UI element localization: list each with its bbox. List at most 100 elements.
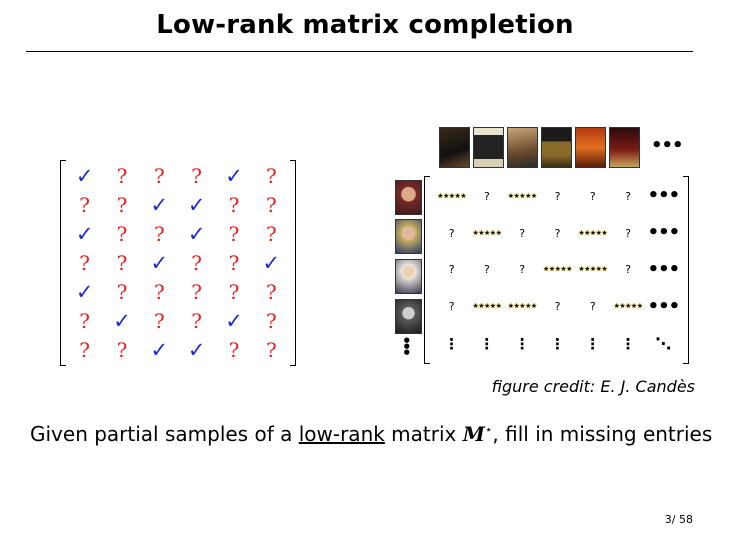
user-photo-icon bbox=[395, 180, 422, 215]
more-rows-ellipsis: ⋮ bbox=[585, 334, 601, 353]
missing-entry: ? bbox=[265, 279, 277, 304]
right-bracket bbox=[683, 176, 689, 364]
more-rows-ellipsis: ⋮ bbox=[620, 334, 636, 353]
sample-matrix: ✓??? ✓??? ✓ ✓?? ✓?? ✓???? ✓?? ✓ ✓?????? ✓?? ✓??? ✓ ✓… bbox=[60, 160, 296, 366]
missing-entry: ? bbox=[116, 164, 128, 189]
missing-entry: ? bbox=[191, 250, 203, 275]
missing-entry: ? bbox=[79, 193, 91, 218]
movie-poster-icon bbox=[575, 127, 606, 168]
caption-text: Given partial samples of a bbox=[30, 422, 299, 446]
star-rating: ★★★★★ bbox=[472, 302, 502, 311]
missing-entry: ? bbox=[228, 250, 240, 275]
unknown-rating: ? bbox=[589, 300, 596, 314]
observed-entry: ✓ bbox=[150, 193, 169, 218]
observed-entry: ✓ bbox=[150, 337, 169, 362]
missing-entry: ? bbox=[116, 279, 128, 304]
matrix-superscript: ⋆ bbox=[484, 422, 493, 437]
diagonal-ellipsis: ⋱ bbox=[655, 333, 672, 353]
more-columns-ellipsis: ••• bbox=[647, 185, 681, 207]
missing-entry: ? bbox=[153, 308, 165, 333]
observed-entry: ✓ bbox=[187, 193, 206, 218]
movie-poster-icon bbox=[541, 127, 572, 168]
missing-entry: ? bbox=[153, 222, 165, 247]
observed-entry: ✓ bbox=[113, 308, 131, 333]
more-columns-ellipsis: ••• bbox=[647, 222, 681, 244]
observed-entry: ✓ bbox=[150, 250, 169, 275]
missing-entry: ? bbox=[228, 222, 240, 247]
unknown-rating: ? bbox=[484, 189, 490, 203]
movie-poster-icon bbox=[507, 127, 538, 168]
unknown-rating: ? bbox=[448, 263, 455, 277]
observed-entry: ✓ bbox=[225, 308, 243, 333]
movie-poster-icon bbox=[609, 127, 640, 168]
unknown-rating: ? bbox=[554, 226, 561, 240]
unknown-rating: ? bbox=[554, 189, 561, 203]
caption-text: matrix bbox=[384, 422, 463, 446]
more-rows-ellipsis: ⋮ bbox=[479, 334, 495, 353]
more-columns-ellipsis: ••• bbox=[647, 295, 681, 317]
missing-entry: ? bbox=[265, 193, 277, 218]
unknown-rating: ? bbox=[625, 189, 631, 203]
missing-entry: ? bbox=[191, 164, 203, 189]
user-photo-icon bbox=[395, 219, 422, 254]
figure-credit: figure credit: E. J. Candès bbox=[491, 377, 695, 396]
unknown-rating: ? bbox=[448, 226, 455, 240]
caption-text: , fill in missing entries bbox=[492, 422, 713, 446]
sample-matrix-grid: ✓??? ✓??? ✓ ✓?? ✓?? ✓???? ✓?? ✓ ✓?????? ✓?? ✓??? ✓ ✓… bbox=[66, 162, 290, 364]
more-rows-ellipsis: • • • bbox=[402, 332, 412, 362]
missing-entry: ? bbox=[153, 279, 165, 304]
unknown-rating: ? bbox=[625, 226, 631, 240]
page-number: 3/ 58 bbox=[664, 513, 693, 526]
more-columns-ellipsis: ••• bbox=[651, 135, 684, 156]
missing-entry: ? bbox=[228, 279, 240, 304]
unknown-rating: ? bbox=[519, 263, 526, 277]
more-rows-ellipsis: ⋮ bbox=[549, 334, 565, 353]
star-rating: ★★★★★ bbox=[437, 191, 467, 200]
observed-entry: ✓ bbox=[225, 164, 243, 189]
unknown-rating: ? bbox=[448, 300, 455, 314]
missing-entry: ? bbox=[265, 308, 277, 333]
missing-entry: ? bbox=[228, 193, 240, 218]
movie-poster-icon bbox=[439, 127, 470, 168]
missing-entry: ? bbox=[265, 164, 277, 189]
star-rating: ★★★★★ bbox=[507, 302, 537, 311]
missing-entry: ? bbox=[191, 279, 203, 304]
movie-poster-icon bbox=[473, 127, 504, 168]
user-photo-icon bbox=[395, 259, 422, 294]
user-photo-icon bbox=[395, 299, 422, 334]
missing-entry: ? bbox=[79, 337, 91, 362]
title-rule bbox=[26, 51, 693, 52]
observed-entry: ✓ bbox=[187, 222, 206, 247]
star-rating: ★★★★★ bbox=[613, 302, 643, 311]
missing-entry: ? bbox=[116, 250, 128, 275]
unknown-rating: ? bbox=[554, 300, 561, 314]
ratings-matrix-grid: ★★★★★? ★★★★★??? •••? ★★★★★?? ★★★★★? •••??? ★★★… bbox=[434, 178, 681, 362]
observed-entry: ✓ bbox=[75, 279, 94, 304]
star-rating: ★★★★★ bbox=[578, 265, 608, 274]
observed-entry: ✓ bbox=[75, 164, 94, 189]
star-rating: ★★★★★ bbox=[543, 265, 572, 274]
unknown-rating: ? bbox=[589, 189, 596, 203]
more-rows-ellipsis: ⋮ bbox=[444, 334, 460, 353]
missing-entry: ? bbox=[79, 250, 91, 275]
slide-title: Low-rank matrix completion bbox=[156, 10, 574, 40]
matrix-symbol: M bbox=[462, 422, 485, 446]
missing-entry: ? bbox=[116, 222, 128, 247]
left-bracket bbox=[60, 160, 66, 366]
missing-entry: ? bbox=[116, 337, 128, 362]
observed-entry: ✓ bbox=[75, 222, 94, 247]
more-rows-ellipsis: ⋮ bbox=[514, 334, 530, 353]
missing-entry: ? bbox=[265, 337, 277, 362]
star-rating: ★★★★★ bbox=[507, 191, 537, 200]
slide-caption: Given partial samples of a low-rank matr… bbox=[30, 422, 712, 446]
star-rating: ★★★★★ bbox=[578, 228, 608, 237]
unknown-rating: ? bbox=[484, 263, 490, 277]
observed-entry: ✓ bbox=[187, 337, 206, 362]
observed-entry: ✓ bbox=[262, 250, 281, 275]
left-bracket bbox=[424, 176, 430, 364]
star-rating: ★★★★★ bbox=[472, 228, 502, 237]
more-columns-ellipsis: ••• bbox=[647, 258, 681, 280]
unknown-rating: ? bbox=[519, 226, 526, 240]
missing-entry: ? bbox=[228, 337, 240, 362]
missing-entry: ? bbox=[116, 193, 128, 218]
